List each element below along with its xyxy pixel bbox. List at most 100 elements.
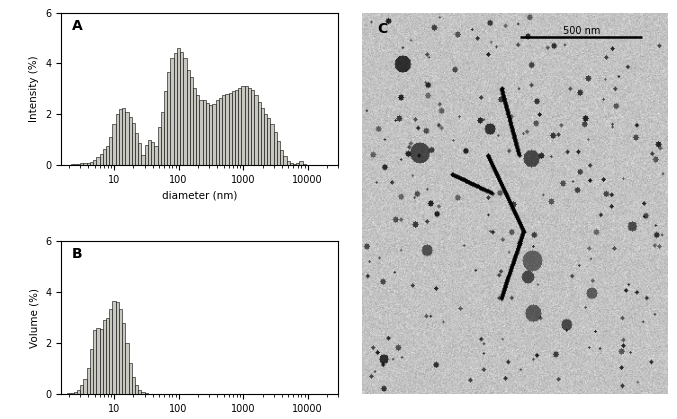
- Bar: [232, 91, 235, 165]
- Bar: [160, 112, 164, 165]
- Bar: [244, 86, 248, 165]
- Bar: [129, 363, 132, 394]
- Bar: [125, 343, 129, 394]
- Bar: [280, 150, 284, 165]
- Bar: [96, 328, 100, 394]
- Bar: [225, 94, 229, 165]
- Bar: [135, 385, 138, 394]
- Bar: [138, 143, 141, 165]
- Bar: [257, 101, 261, 165]
- Bar: [229, 93, 232, 165]
- Bar: [177, 48, 180, 165]
- Bar: [151, 142, 154, 165]
- Bar: [209, 105, 213, 165]
- Bar: [180, 52, 183, 165]
- X-axis label: diameter (nm): diameter (nm): [162, 190, 238, 200]
- Bar: [303, 164, 306, 165]
- Bar: [248, 88, 251, 165]
- Bar: [264, 114, 267, 165]
- Text: A: A: [72, 19, 83, 33]
- Bar: [100, 154, 103, 165]
- Bar: [261, 108, 264, 165]
- Bar: [215, 100, 219, 165]
- Bar: [112, 301, 116, 394]
- Bar: [274, 132, 277, 165]
- Bar: [74, 164, 77, 165]
- Bar: [103, 320, 106, 394]
- Bar: [255, 95, 257, 165]
- Bar: [96, 158, 100, 165]
- Bar: [222, 95, 225, 165]
- Bar: [219, 98, 222, 165]
- Bar: [93, 160, 96, 165]
- Bar: [242, 86, 244, 165]
- Bar: [100, 329, 103, 394]
- Bar: [80, 385, 83, 394]
- Bar: [109, 137, 112, 165]
- Bar: [112, 124, 116, 165]
- Bar: [235, 90, 238, 165]
- Bar: [74, 392, 77, 394]
- Bar: [77, 390, 80, 394]
- Bar: [171, 58, 174, 165]
- Bar: [119, 109, 122, 165]
- Bar: [206, 103, 209, 165]
- Bar: [70, 393, 74, 394]
- Bar: [80, 163, 83, 165]
- Bar: [90, 162, 93, 165]
- Bar: [119, 309, 122, 394]
- Bar: [116, 303, 119, 394]
- Text: C: C: [377, 22, 387, 36]
- Bar: [109, 309, 112, 394]
- Bar: [106, 318, 109, 394]
- Bar: [131, 123, 135, 165]
- Bar: [290, 163, 293, 165]
- Bar: [77, 164, 80, 165]
- Bar: [154, 146, 158, 165]
- Bar: [122, 323, 125, 394]
- Bar: [83, 163, 87, 165]
- Bar: [190, 78, 193, 165]
- Bar: [87, 368, 90, 394]
- Bar: [145, 145, 148, 165]
- Bar: [106, 146, 109, 165]
- Bar: [138, 390, 141, 394]
- Bar: [284, 156, 286, 165]
- Text: 500 nm: 500 nm: [563, 26, 600, 36]
- Bar: [286, 161, 290, 165]
- Y-axis label: Intensity (%): Intensity (%): [29, 55, 39, 122]
- Bar: [213, 104, 216, 165]
- Bar: [116, 114, 119, 165]
- Bar: [167, 72, 171, 165]
- Bar: [87, 163, 90, 165]
- Bar: [187, 70, 190, 165]
- Bar: [148, 140, 151, 165]
- Bar: [200, 100, 202, 165]
- Bar: [135, 133, 138, 165]
- Bar: [174, 53, 177, 165]
- Text: B: B: [72, 248, 83, 261]
- Bar: [270, 124, 274, 165]
- Y-axis label: Volume (%): Volume (%): [29, 287, 39, 348]
- Bar: [145, 393, 148, 394]
- Bar: [238, 88, 242, 165]
- Bar: [299, 161, 303, 165]
- Bar: [129, 117, 132, 165]
- Bar: [125, 112, 129, 165]
- Bar: [70, 164, 74, 165]
- Bar: [141, 155, 145, 165]
- Bar: [164, 91, 167, 165]
- Bar: [251, 90, 255, 165]
- Bar: [193, 88, 196, 165]
- Bar: [131, 378, 135, 394]
- Bar: [141, 392, 145, 394]
- Bar: [93, 330, 96, 394]
- Bar: [196, 95, 200, 165]
- Bar: [277, 141, 280, 165]
- Bar: [267, 118, 270, 165]
- Bar: [103, 149, 106, 165]
- Bar: [183, 58, 187, 165]
- Bar: [293, 164, 297, 165]
- Bar: [67, 393, 70, 394]
- Bar: [83, 379, 87, 394]
